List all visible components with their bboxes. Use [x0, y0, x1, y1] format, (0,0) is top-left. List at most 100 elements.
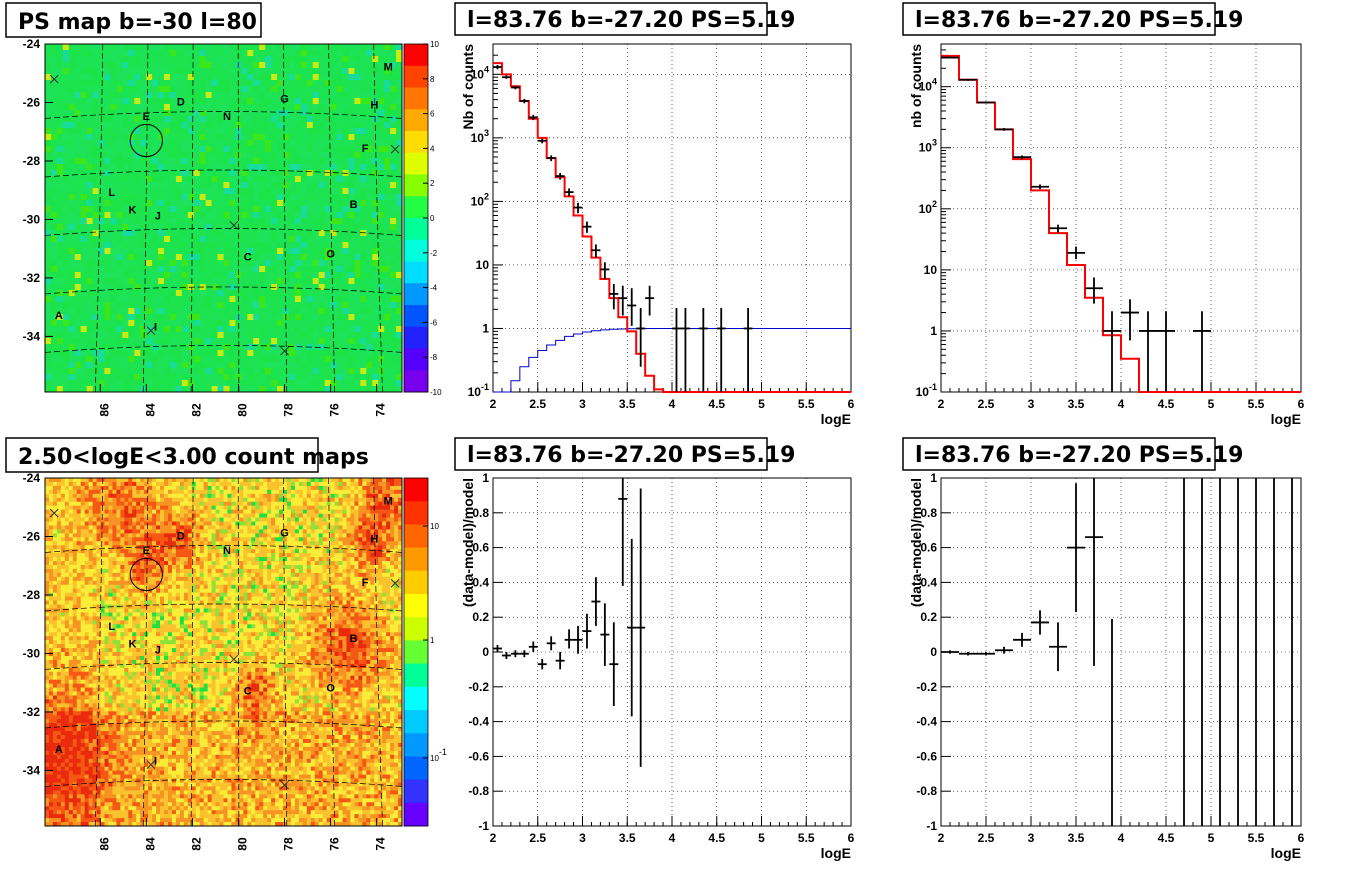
map-cell	[229, 146, 236, 153]
map-cell	[241, 380, 248, 387]
map-cell	[140, 533, 145, 538]
map-cell	[336, 260, 343, 267]
map-cell	[52, 529, 58, 534]
map-cell	[390, 509, 395, 514]
map-cell	[199, 170, 207, 177]
map-cell	[122, 176, 129, 183]
map-cell	[152, 92, 159, 99]
map-cell	[259, 74, 266, 81]
map-cell	[181, 230, 189, 237]
map-cell	[382, 517, 387, 522]
map-cell	[283, 188, 290, 195]
map-cell	[136, 533, 141, 538]
map-cell	[390, 332, 397, 339]
map-cell	[348, 128, 355, 135]
map-cell	[62, 80, 70, 87]
map-cell	[396, 158, 403, 165]
map-cell	[223, 62, 230, 69]
map-cell	[312, 56, 320, 63]
map-cell	[396, 230, 403, 237]
map-cell	[80, 308, 88, 315]
map-cell	[342, 350, 349, 357]
map-cell	[183, 533, 189, 538]
map-cell	[354, 517, 359, 522]
map-cell	[378, 525, 383, 530]
map-cell	[384, 56, 391, 63]
map-cell	[300, 158, 308, 165]
map-cell	[326, 481, 331, 487]
map-cell	[288, 182, 296, 189]
map-cell	[92, 481, 97, 487]
map-cell	[84, 537, 90, 542]
map-cell	[360, 98, 367, 105]
map-cell	[193, 206, 201, 213]
map-cell	[152, 485, 157, 491]
map-cell	[390, 104, 397, 111]
source-label: H	[370, 99, 378, 111]
map-cell	[378, 284, 385, 291]
map-cell	[158, 170, 165, 177]
map-cell	[86, 374, 93, 381]
map-cell	[259, 62, 266, 69]
map-cell	[92, 116, 99, 123]
map-cell	[199, 224, 207, 231]
map-cell	[158, 236, 165, 243]
map-cell	[286, 493, 292, 499]
map-cell	[265, 320, 272, 327]
map-cell	[271, 158, 278, 165]
map-cell	[324, 158, 331, 165]
map-cell	[207, 501, 212, 507]
map-cell	[283, 80, 290, 87]
map-cell	[92, 248, 99, 255]
map-cell	[330, 242, 337, 249]
map-cell	[253, 194, 260, 201]
map-cell	[267, 509, 272, 514]
source-label: C	[244, 251, 252, 263]
map-cell	[140, 284, 147, 291]
map-cell	[223, 374, 230, 381]
map-cell	[265, 62, 272, 69]
map-cell	[306, 224, 314, 231]
map-cell	[169, 116, 177, 123]
map-cell	[169, 350, 177, 357]
map-cell	[342, 362, 349, 369]
map-cell	[390, 368, 397, 375]
map-cell	[235, 493, 240, 499]
map-cell	[247, 326, 254, 333]
map-cell	[207, 529, 212, 534]
map-cell	[160, 509, 165, 514]
map-cell	[263, 517, 268, 522]
map-cell	[312, 374, 320, 381]
map-cell	[56, 104, 64, 111]
map-cell	[277, 380, 284, 387]
map-cell	[378, 158, 385, 165]
map-cell	[300, 194, 308, 201]
map-cell	[360, 326, 367, 333]
map-cell	[302, 521, 308, 526]
map-cell	[199, 248, 207, 255]
map-cell	[199, 344, 207, 351]
map-cell	[267, 489, 272, 495]
map-cell	[68, 206, 76, 213]
map-cell	[175, 320, 183, 327]
map-cell	[152, 182, 159, 189]
map-cell	[314, 529, 320, 534]
map-cell	[211, 525, 216, 530]
map-cell	[205, 200, 212, 207]
map-cell	[354, 314, 361, 321]
map-cell	[396, 356, 403, 363]
map-cell	[86, 380, 93, 387]
map-cell	[86, 80, 93, 87]
map-cell	[110, 308, 117, 315]
map-cell	[354, 284, 361, 291]
palette-tick-label: 8	[430, 75, 435, 84]
map-cell	[366, 80, 373, 87]
map-cell	[110, 56, 117, 63]
map-cell	[80, 272, 88, 279]
map-cell	[318, 489, 324, 495]
map-cell	[64, 529, 70, 534]
map-cell	[98, 158, 105, 165]
map-cell	[56, 529, 62, 534]
map-cell	[396, 128, 403, 135]
map-cell	[50, 284, 58, 291]
